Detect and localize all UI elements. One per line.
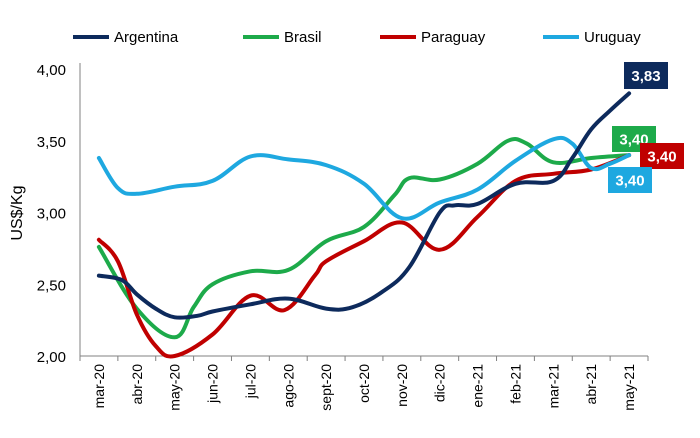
end-label-paraguay: 3,40 (640, 143, 684, 169)
series-line-uruguay (96, 135, 632, 221)
end-label-text: 3,40 (615, 173, 644, 190)
x-tick-label: jul-20 (242, 364, 258, 399)
end-label-text: 3,40 (647, 149, 676, 166)
x-tick-label: may-21 (621, 364, 637, 411)
end-label-box (624, 62, 668, 89)
end-label-box (640, 143, 684, 169)
legend-label: Paraguay (421, 29, 486, 46)
end-label-uruguay: 3,40 (608, 167, 652, 193)
axes (79, 63, 649, 361)
y-axis-label: US$/Kg (9, 185, 26, 240)
x-tick-label: oct-20 (356, 364, 372, 403)
series-lines (96, 91, 632, 359)
y-tick-label: 2,50 (37, 277, 66, 294)
end-label-text: 3,83 (631, 68, 660, 85)
end-label-box (608, 167, 652, 193)
legend-item-uruguay: Uruguay (543, 29, 641, 46)
legend-label: Argentina (114, 29, 179, 46)
x-tick-label: jun-20 (205, 364, 221, 404)
x-axis-ticks: mar-20 abr-20 may-20 jun-20 jul-20 ago-20 sept… (91, 364, 637, 411)
legend-label: Uruguay (584, 29, 641, 46)
y-axis-ticks: 2,00 2,50 3,00 3,50 4,00 (37, 62, 66, 366)
x-tick-label: nov-20 (394, 364, 410, 407)
x-tick-label: ago-20 (280, 364, 296, 408)
end-value-labels: 3,833,403,403,40 (608, 62, 684, 193)
x-tick-label: may-20 (167, 364, 183, 411)
y-tick-label: 3,50 (37, 134, 66, 151)
legend-item-brasil: Brasil (243, 29, 322, 46)
end-label-argentina: 3,83 (624, 62, 668, 89)
series-line-argentina (96, 91, 632, 320)
y-tick-label: 2,00 (37, 349, 66, 366)
x-tick-label: dic-20 (432, 364, 448, 402)
x-tick-label: abr-20 (129, 364, 145, 405)
x-tick-label: ene-21 (470, 364, 486, 408)
series-line-paraguay (96, 153, 632, 359)
x-tick-label: abr-21 (583, 364, 599, 405)
legend-item-paraguay: Paraguay (380, 29, 486, 46)
x-tick-label: sept-20 (318, 364, 334, 411)
y-tick-label: 4,00 (37, 62, 66, 79)
x-tick-label: feb-21 (507, 364, 523, 404)
x-tick-label: mar-20 (91, 364, 107, 409)
legend-label: Brasil (284, 29, 322, 46)
legend-item-argentina: Argentina (73, 29, 179, 46)
x-tick-label: mar-21 (545, 364, 561, 409)
series-line-brasil (96, 137, 632, 340)
y-tick-label: 3,00 (37, 206, 66, 223)
legend: Argentina Brasil Paraguay Uruguay (73, 29, 641, 46)
